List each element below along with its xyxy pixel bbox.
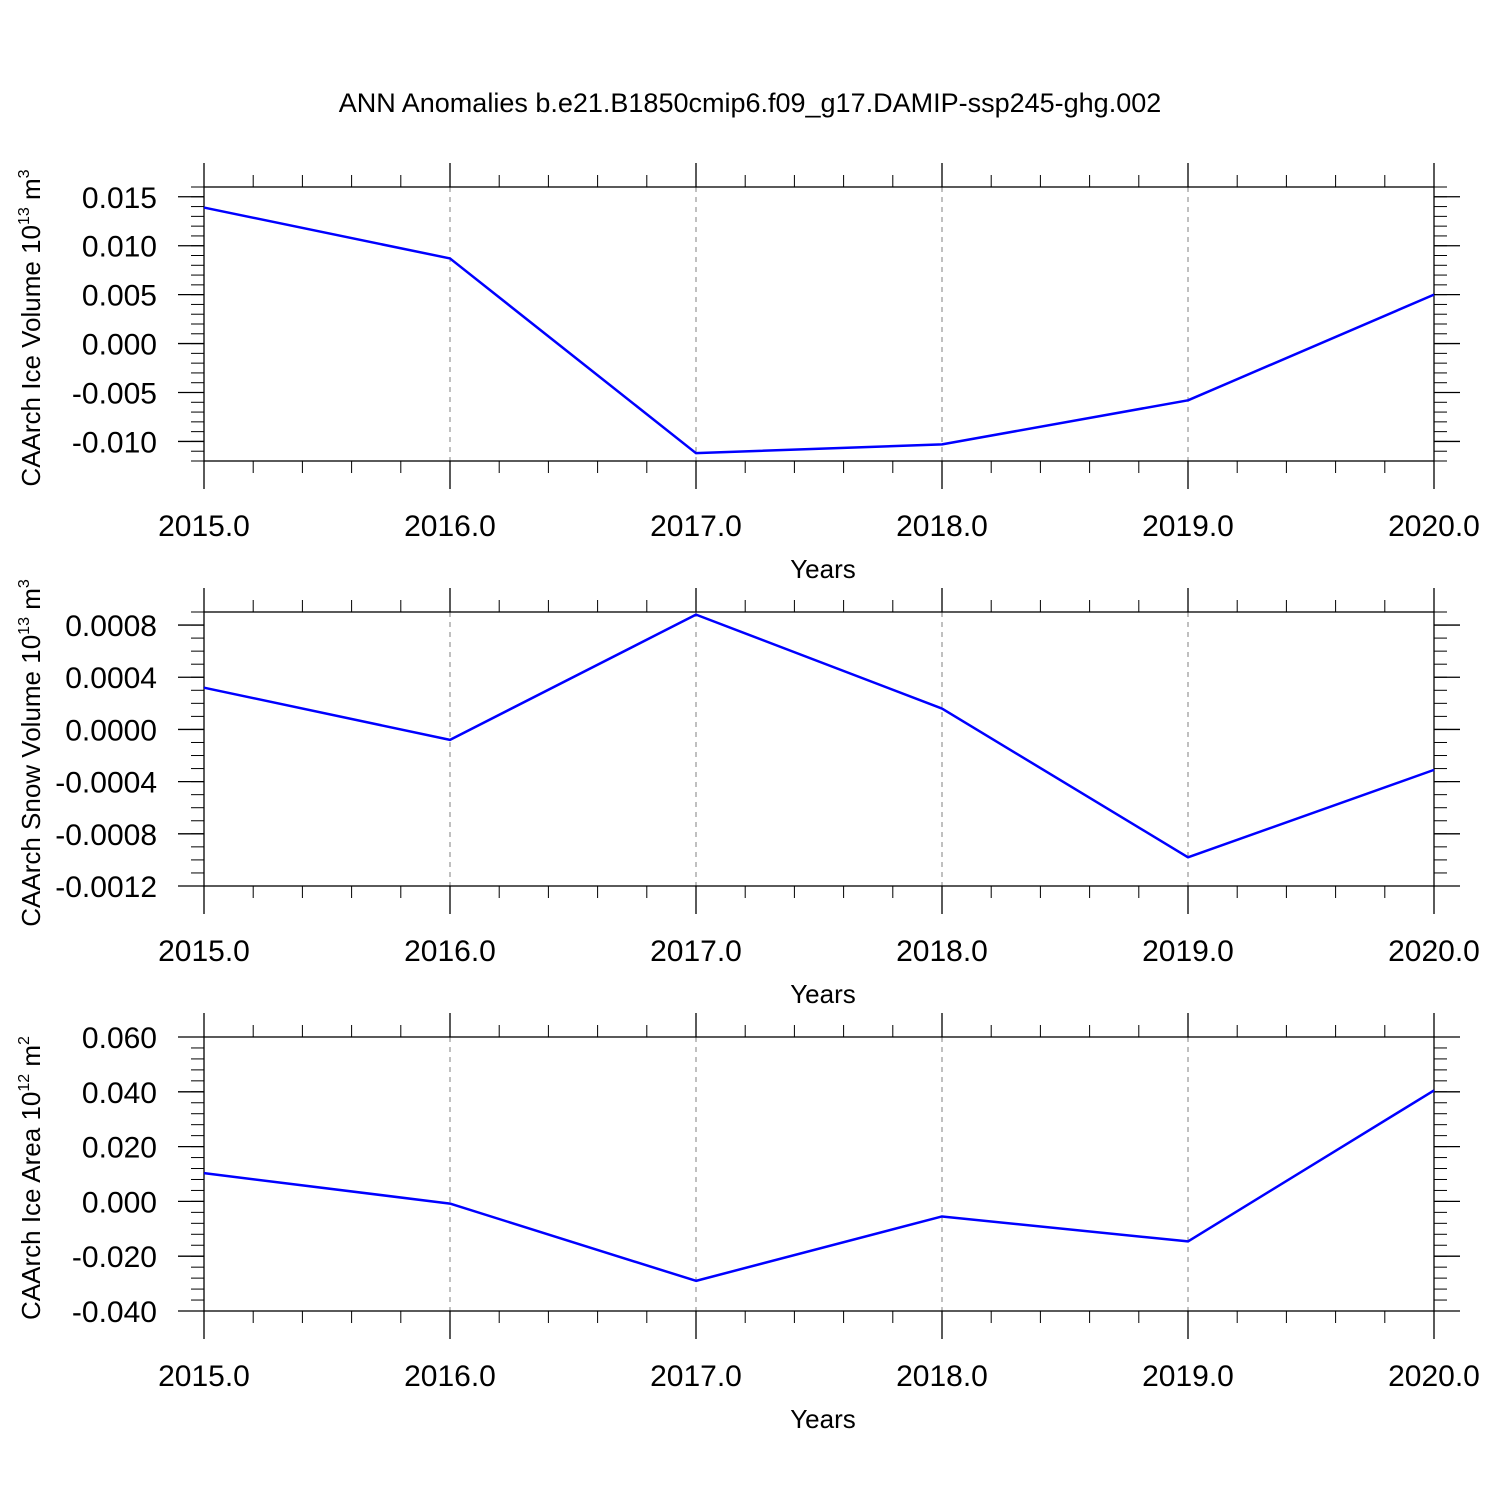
series-line (203, 613, 1435, 859)
y-axis-title: CAArch Snow Volume 1013 m3 (16, 579, 46, 927)
x-tick-label: 2017.0 (650, 935, 742, 968)
plot-frame (203, 186, 1435, 462)
x-tick-label: 2018.0 (896, 935, 988, 968)
chart-panel-2: 0.00080.00040.0000-0.0004-0.0008-0.00122… (16, 579, 1480, 1009)
x-tick-label: 2016.0 (404, 510, 496, 543)
y-tick-label: 0.005 (82, 280, 157, 313)
y-axis-title: CAArch Ice Volume 1013 m3 (16, 169, 46, 486)
y-tick-label: 0.015 (82, 182, 157, 215)
y-axis-title-part: m (16, 588, 46, 617)
x-tick-label: 2017.0 (650, 1360, 742, 1393)
x-tick-label: 2015.0 (158, 935, 250, 968)
y-axis-title-part: m (16, 178, 46, 207)
y-tick-label: -0.0012 (55, 871, 157, 904)
y-tick-label: 0.000 (82, 1186, 157, 1219)
y-tick-label: -0.0008 (55, 819, 157, 852)
y-tick-label: -0.005 (72, 378, 157, 411)
x-tick-label: 2015.0 (158, 1360, 250, 1393)
x-axis-title: Years (790, 1404, 856, 1434)
y-axis-title-exponent: 3 (16, 169, 33, 178)
y-tick-label: 0.020 (82, 1132, 157, 1165)
y-axis-title-part: m (16, 1045, 46, 1074)
y-axis-title-exponent: 12 (16, 1074, 33, 1092)
x-tick-label: 2019.0 (1142, 510, 1234, 543)
y-tick-label: -0.040 (72, 1296, 157, 1329)
x-tick-label: 2018.0 (896, 510, 988, 543)
x-tick-label: 2020.0 (1388, 1360, 1480, 1393)
x-tick-label: 2015.0 (158, 510, 250, 543)
x-tick-label: 2019.0 (1142, 935, 1234, 968)
x-tick-label: 2017.0 (650, 510, 742, 543)
y-tick-label: -0.010 (72, 426, 157, 459)
x-axis-title: Years (790, 554, 856, 584)
chart-panel-1: 0.015 0.010 0.005 0.000 -0.005 -0.010 2015.0 20… (16, 163, 1480, 584)
y-axis-title-exponent: 2 (16, 1036, 33, 1045)
x-tick-label: 2016.0 (404, 1360, 496, 1393)
y-axis-title: CAArch Ice Area 1012 m2 (16, 1036, 46, 1320)
y-axis-title-part: CAArch Snow Volume 10 (16, 635, 46, 927)
plot-frame (203, 1036, 1435, 1312)
y-axis-title-exponent: 13 (16, 617, 33, 635)
x-tick-label: 2020.0 (1388, 510, 1480, 543)
series-line (203, 1089, 1435, 1283)
y-axis-title-exponent: 3 (16, 579, 33, 588)
y-axis-title-part: CAArch Ice Volume 10 (16, 225, 46, 487)
figure-title: ANN Anomalies b.e21.B1850cmip6.f09_g17.D… (338, 88, 1162, 118)
y-tick-label: 0.060 (82, 1022, 157, 1055)
x-tick-label: 2016.0 (404, 935, 496, 968)
y-tick-label: 0.0000 (65, 714, 157, 747)
y-tick-label: -0.020 (72, 1241, 157, 1274)
y-tick-label: 0.010 (82, 231, 157, 264)
plot-frame (203, 611, 1435, 887)
y-tick-label: 0.0008 (65, 610, 157, 643)
series-line (203, 206, 1435, 455)
x-tick-label: 2019.0 (1142, 1360, 1234, 1393)
y-tick-label: 0.040 (82, 1077, 157, 1110)
x-tick-label: 2018.0 (896, 1360, 988, 1393)
y-tick-label: 0.000 (82, 329, 157, 362)
y-axis-title-exponent: 13 (16, 207, 33, 225)
x-tick-label: 2020.0 (1388, 935, 1480, 968)
y-tick-label: -0.0004 (55, 767, 157, 800)
y-axis-title-part: CAArch Ice Area 10 (16, 1092, 46, 1320)
x-axis-title: Years (790, 979, 856, 1009)
y-tick-label: 0.0004 (65, 662, 157, 695)
